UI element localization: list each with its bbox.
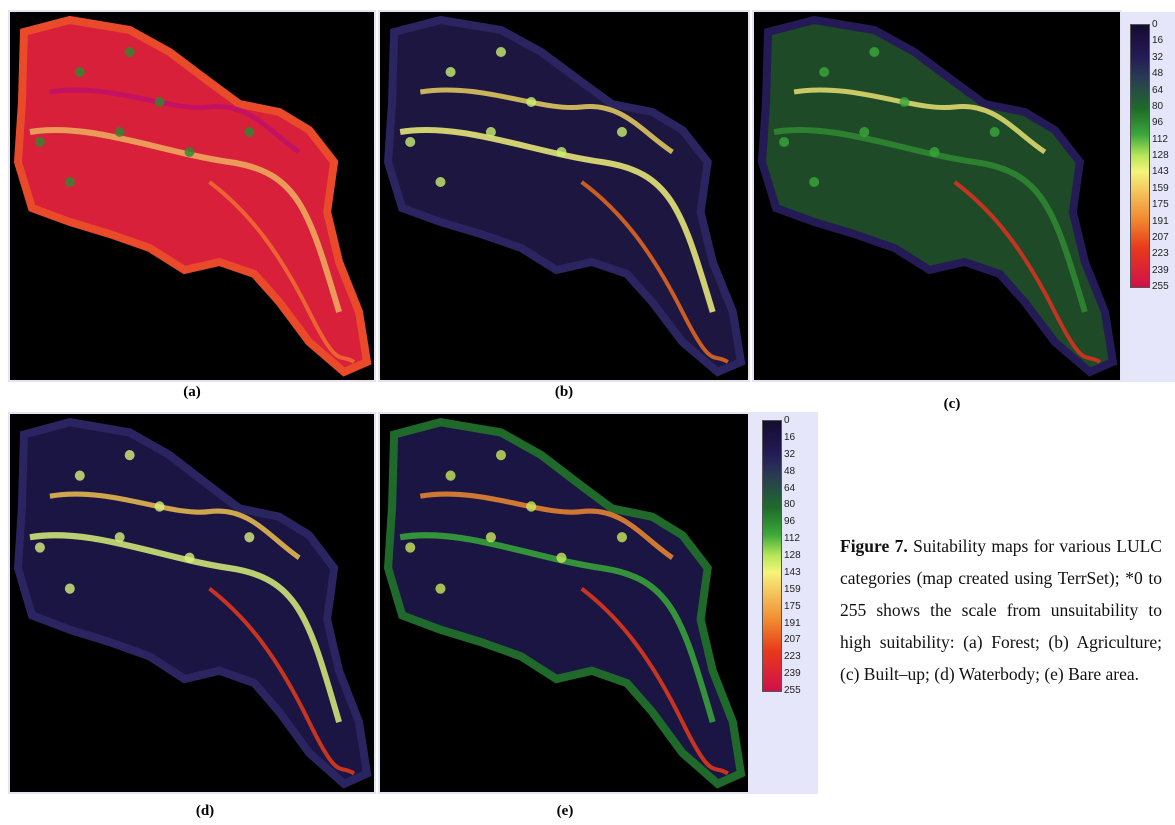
caption: Figure 7. Suitability maps for various L… <box>840 530 1162 690</box>
map <box>380 12 748 380</box>
legend-label: 80 <box>784 500 795 510</box>
spot <box>65 583 75 593</box>
legend-label: 175 <box>784 602 801 612</box>
spot <box>617 532 627 542</box>
legend-label: 32 <box>784 450 795 460</box>
caption-text: Suitability maps for various LULC catego… <box>840 536 1162 684</box>
spot <box>486 532 496 542</box>
panel-label: (d) <box>185 803 225 820</box>
legend: 0 16 32 48 64 80 96 112 128 143 159 175 191 207 223 239… <box>750 412 818 794</box>
legend-label: 223 <box>784 652 801 662</box>
spot <box>65 177 75 187</box>
spot <box>929 147 939 157</box>
spot <box>869 47 879 57</box>
legend-label: 128 <box>1152 151 1169 161</box>
spot <box>185 147 195 157</box>
spot <box>899 97 909 107</box>
spot <box>115 532 125 542</box>
spot <box>75 67 85 77</box>
spot <box>526 501 536 511</box>
spot <box>556 553 566 563</box>
legend-label: 255 <box>784 686 801 696</box>
spot <box>155 97 165 107</box>
legend-label: 175 <box>1152 200 1169 210</box>
panel-label: (e) <box>545 803 585 820</box>
spot <box>779 137 789 147</box>
legend-label: 191 <box>784 619 801 629</box>
legend-label: 143 <box>1152 167 1169 177</box>
spot <box>496 450 506 460</box>
panel-label: (a) <box>172 384 212 401</box>
legend-label: 0 <box>784 416 790 426</box>
spot <box>486 127 496 137</box>
map <box>754 12 1120 380</box>
spot <box>446 67 456 77</box>
legend-label: 207 <box>784 635 801 645</box>
spot <box>185 553 195 563</box>
spot <box>526 97 536 107</box>
color-bar <box>762 420 782 692</box>
spot <box>617 127 627 137</box>
map <box>10 414 374 792</box>
legend-label: 48 <box>1152 69 1163 79</box>
spot <box>125 47 135 57</box>
panel-label: (c) <box>932 396 972 413</box>
spot <box>435 177 445 187</box>
legend-label: 0 <box>1152 20 1158 30</box>
legend-label: 80 <box>1152 102 1163 112</box>
spot <box>435 583 445 593</box>
legend-label: 96 <box>784 517 795 527</box>
spot <box>35 137 45 147</box>
spot <box>556 147 566 157</box>
legend-label: 239 <box>784 669 801 679</box>
map-panel <box>378 412 750 794</box>
legend-label: 128 <box>784 551 801 561</box>
spot <box>819 67 829 77</box>
legend-label: 143 <box>784 568 801 578</box>
color-bar <box>1130 24 1150 288</box>
spot <box>446 470 456 480</box>
spot <box>496 47 506 57</box>
map-panel <box>378 10 750 382</box>
spot <box>859 127 869 137</box>
legend-label: 96 <box>1152 118 1163 128</box>
legend-label: 16 <box>784 433 795 443</box>
legend-label: 191 <box>1152 217 1169 227</box>
page: {"panels": [{"label": "(a)"}, {"label": … <box>0 0 1175 825</box>
spot <box>405 542 415 552</box>
legend-label: 112 <box>784 534 800 544</box>
spot <box>244 532 254 542</box>
spot <box>990 127 1000 137</box>
map-panel <box>8 412 376 794</box>
map <box>380 414 748 792</box>
legend-label: 16 <box>1152 36 1163 46</box>
spot <box>809 177 819 187</box>
spot <box>75 470 85 480</box>
spot <box>115 127 125 137</box>
map <box>10 12 374 380</box>
legend-label: 32 <box>1152 53 1163 63</box>
spot <box>405 137 415 147</box>
legend-label: 207 <box>1152 233 1169 243</box>
spot <box>155 501 165 511</box>
legend-label: 159 <box>784 585 801 595</box>
legend-label: 112 <box>1152 135 1168 145</box>
legend-label: 64 <box>1152 86 1163 96</box>
spot <box>244 127 254 137</box>
spot <box>125 450 135 460</box>
spot <box>35 542 45 552</box>
legend-label: 255 <box>1152 282 1169 292</box>
caption-label: Figure 7. <box>840 536 908 556</box>
panel-label: (b) <box>544 384 584 401</box>
legend-label: 64 <box>784 484 795 494</box>
legend-label: 223 <box>1152 249 1169 259</box>
legend: 0 16 32 48 64 80 96 112 128 143 159 175 191 207 223 239… <box>1122 12 1175 382</box>
legend-label: 48 <box>784 467 795 477</box>
legend-label: 239 <box>1152 266 1169 276</box>
map-panel <box>8 10 376 382</box>
legend-label: 159 <box>1152 184 1169 194</box>
map-panel <box>752 10 1122 382</box>
